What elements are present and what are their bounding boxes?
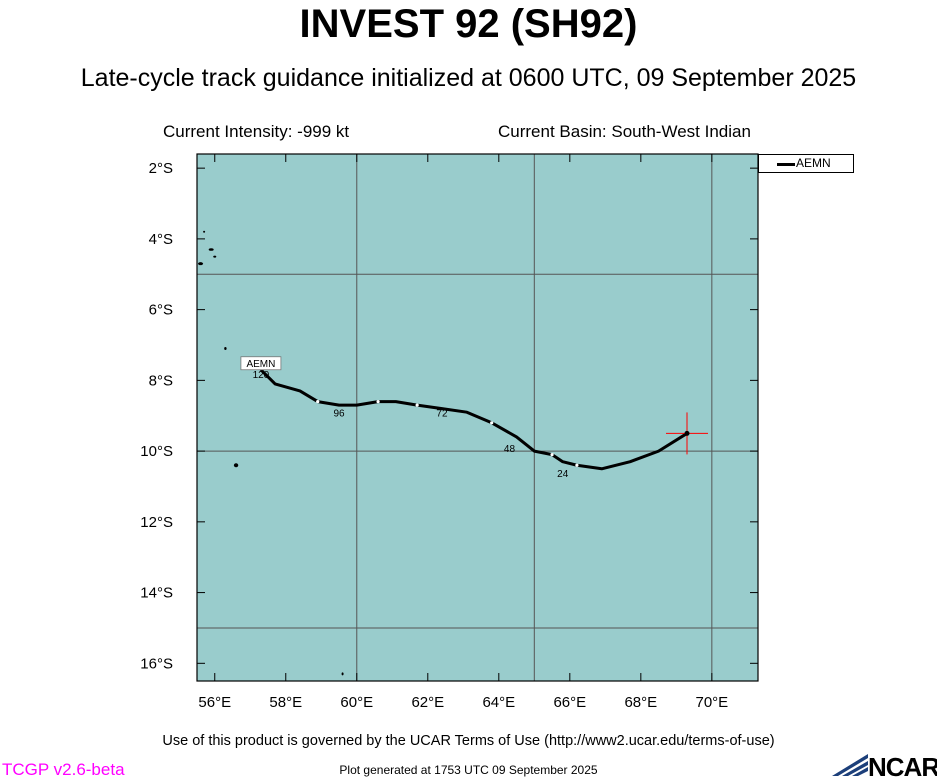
lon-tick-label: 70°E xyxy=(695,694,728,711)
track-point xyxy=(490,421,494,425)
island xyxy=(213,255,217,258)
version-label: TCGP v2.6-beta xyxy=(2,760,125,779)
lon-tick-label: 58°E xyxy=(269,694,302,711)
legend: AEMN xyxy=(758,154,854,173)
lat-tick-label: 2°S xyxy=(149,160,173,177)
track-end-label: AEMN xyxy=(246,359,275,370)
tau-label: 120 xyxy=(253,370,270,381)
lat-tick-label: 8°S xyxy=(149,372,173,389)
island xyxy=(224,347,227,351)
legend-label: AEMN xyxy=(796,156,831,170)
island xyxy=(233,463,239,468)
lon-tick-label: 64°E xyxy=(482,694,515,711)
lat-tick-label: 4°S xyxy=(149,231,173,248)
track-point xyxy=(550,453,554,457)
track-point xyxy=(316,399,320,404)
current-intensity: Current Intensity: -999 kt xyxy=(163,122,350,141)
track-line-aemn xyxy=(259,368,688,471)
current-position-dot xyxy=(684,430,690,436)
map-frame xyxy=(196,153,759,682)
island xyxy=(198,262,204,266)
island xyxy=(203,230,206,233)
page-subtitle: Late-cycle track guidance initialized at… xyxy=(80,64,857,92)
track-end-label-box xyxy=(240,356,282,371)
tau-label: 48 xyxy=(504,444,516,455)
ncar-logo-icon xyxy=(832,754,868,776)
terms-of-use: Use of this product is governed by the U… xyxy=(162,733,775,749)
tau-label: 24 xyxy=(557,469,569,480)
page-title: INVEST 92 (SH92) xyxy=(299,2,638,46)
legend-swatch xyxy=(777,163,795,166)
tau-label: 72 xyxy=(436,409,448,420)
lon-tick-label: 68°E xyxy=(624,694,657,711)
lat-tick-label: 16°S xyxy=(140,655,173,672)
lon-tick-label: 62°E xyxy=(411,694,444,711)
lat-tick-label: 6°S xyxy=(149,302,173,319)
track-point xyxy=(415,403,419,407)
lat-tick-label: 14°S xyxy=(140,585,173,602)
lon-tick-label: 66°E xyxy=(553,694,586,711)
island xyxy=(208,248,214,251)
lon-tick-label: 56°E xyxy=(198,694,231,711)
generated-timestamp: Plot generated at 1753 UTC 09 September … xyxy=(339,763,598,777)
lat-tick-label: 10°S xyxy=(140,443,173,460)
ncar-logo-text: NCAR xyxy=(868,752,937,782)
track-point xyxy=(575,463,579,467)
tau-label: 96 xyxy=(333,409,345,420)
current-basin: Current Basin: South-West Indian xyxy=(498,122,751,141)
lon-tick-label: 60°E xyxy=(340,694,373,711)
track-point xyxy=(376,399,380,404)
lat-tick-label: 12°S xyxy=(140,514,173,531)
island xyxy=(341,672,344,676)
